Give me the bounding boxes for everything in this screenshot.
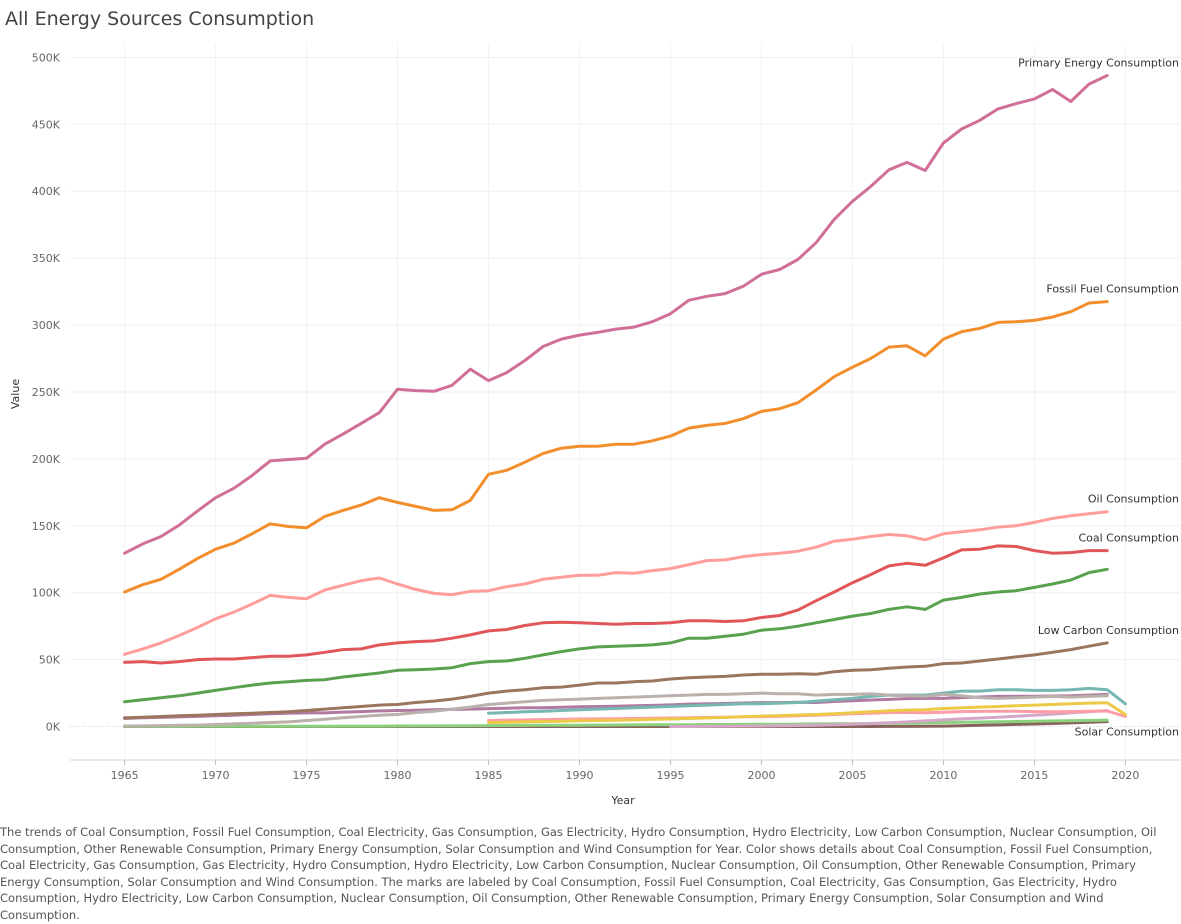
x-tick-label: 1965 <box>111 769 139 782</box>
series-label-low-carbon-consumption: Low Carbon Consumption <box>1038 624 1179 637</box>
x-tick-label: 1975 <box>293 769 321 782</box>
y-tick-label: 400K <box>32 185 61 198</box>
x-tick-label: 2020 <box>1111 769 1139 782</box>
y-tick-label: 0K <box>46 721 61 734</box>
series-line-gas-consumption <box>123 567 1109 704</box>
y-tick-label: 300K <box>32 319 61 332</box>
series-label-coal-consumption: Coal Consumption <box>1078 532 1179 545</box>
series-label-primary-energy-consumption: Primary Energy Consumption <box>1018 56 1179 69</box>
y-tick-label: 350K <box>32 252 61 265</box>
series-line-hydro-consumption <box>487 686 1127 715</box>
series-line-coal-consumption <box>123 544 1109 665</box>
x-axis-title: Year <box>610 794 635 807</box>
chart-caption: The trends of Coal Consumption, Fossil F… <box>0 825 1157 922</box>
series-label-solar-consumption: Solar Consumption <box>1075 726 1179 739</box>
series-label-fossil-fuel-consumption: Fossil Fuel Consumption <box>1046 283 1179 296</box>
series-label-oil-consumption: Oil Consumption <box>1088 493 1179 506</box>
x-tick-label: 1970 <box>202 769 230 782</box>
chart-title: All Energy Sources Consumption <box>5 8 315 30</box>
y-tick-label: 200K <box>32 453 61 466</box>
series-line-other-renewable-consumption <box>123 718 1109 728</box>
y-tick-label: 250K <box>32 386 61 399</box>
y-tick-label: 50K <box>39 654 61 667</box>
series-line-nuclear-consumption <box>123 691 1109 728</box>
series-line-low-carbon-consumption <box>123 641 1109 720</box>
y-tick-label: 500K <box>32 51 61 64</box>
grid <box>70 44 1180 760</box>
series-line-oil-consumption <box>123 510 1109 656</box>
series-line-wind-consumption <box>669 709 1109 728</box>
x-tick-label: 1985 <box>475 769 503 782</box>
y-axis-title: Value <box>9 379 22 409</box>
x-tick-label: 1980 <box>384 769 412 782</box>
series-line-gas-electricity <box>487 701 1127 724</box>
y-tick-label: 100K <box>32 587 61 600</box>
x-tick-label: 2000 <box>747 769 775 782</box>
x-tick-label: 1995 <box>656 769 684 782</box>
series-line-primary-energy-consumption <box>123 74 1109 555</box>
y-tick-label: 450K <box>32 118 61 131</box>
x-tick-label: 2005 <box>838 769 866 782</box>
axes: 0K 50K 100K 150K 200K 250K 300K 350K 400K 450K 500… <box>32 51 1180 782</box>
line-chart: 0K 50K 100K 150K 200K 250K 300K 350K 400K 450K 500… <box>9 44 1180 807</box>
x-tick-label: 1990 <box>566 769 594 782</box>
y-tick-label: 150K <box>32 520 61 533</box>
series-labels: Primary Energy Consumption Fossil Fuel Co… <box>1018 56 1179 738</box>
x-tick-label: 2015 <box>1020 769 1048 782</box>
series-lines <box>123 74 1127 728</box>
x-tick-label: 2010 <box>929 769 957 782</box>
series-line-fossil-fuel-consumption <box>123 300 1109 594</box>
